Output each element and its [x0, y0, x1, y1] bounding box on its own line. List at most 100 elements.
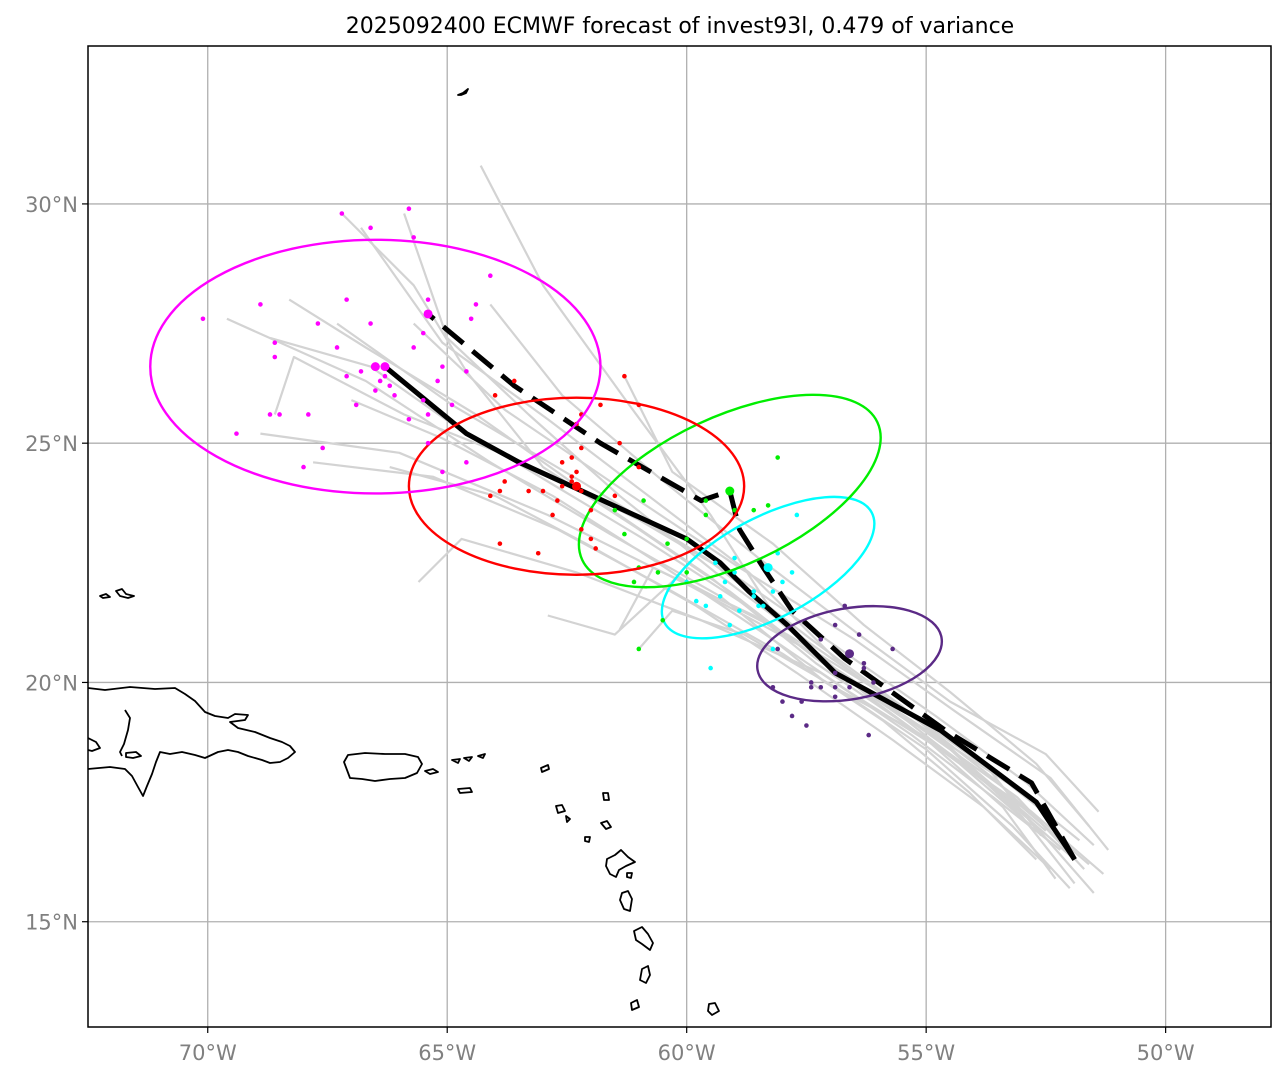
member-point-t1-1 [832, 622, 838, 628]
uncertainty-ellipse-t5 [149, 238, 602, 495]
member-point-t4-9 [569, 479, 575, 484]
member-point-t5-40 [382, 373, 388, 379]
member-point-t4-25 [636, 464, 642, 470]
coastline-virgin-islands [451, 753, 486, 794]
member-point-t3-8 [665, 541, 670, 546]
member-point-t3-15 [612, 507, 618, 513]
member-point-t1-14 [871, 680, 876, 685]
member-point-t1-16 [775, 646, 780, 652]
member-point-t2-19 [751, 589, 757, 594]
member-point-t5-17 [272, 354, 278, 360]
member-point-t1-13 [780, 699, 785, 704]
uncertainty-ellipse-t2 [660, 495, 876, 640]
circle-group-t2 [660, 495, 876, 671]
member-point-t2-7 [737, 608, 742, 613]
member-point-t5-13 [315, 321, 321, 326]
member-point-t3-5 [703, 498, 709, 503]
member-point-t3-2 [732, 507, 737, 513]
member-track-4 [336, 322, 1047, 832]
member-point-t5-6 [473, 302, 479, 307]
member-point-t5-23 [387, 383, 393, 389]
member-point-t5-34 [234, 431, 239, 436]
member-point-t1-6 [808, 680, 814, 685]
member-point-t5-14 [272, 340, 278, 345]
member-point-t5-16 [334, 345, 340, 350]
member-point-t5-24 [435, 378, 440, 384]
uncertainty-ellipse-t3 [577, 393, 882, 589]
member-point-t2-4 [770, 589, 776, 594]
member-point-t1-7 [847, 684, 852, 690]
member-point-t4-30 [492, 393, 498, 398]
x-tick-label-4: 50°W [1137, 1041, 1195, 1065]
member-point-t5-2 [368, 225, 373, 231]
y-tick-label-0: 30°N [25, 193, 78, 217]
map-area [88, 88, 1110, 1016]
member-point-t2-5 [751, 594, 757, 599]
member-point-t4-23 [488, 493, 493, 499]
y-tick-label-1: 25°N [25, 432, 78, 456]
member-point-t4-20 [535, 550, 541, 556]
member-track-0 [226, 317, 1090, 866]
member-point-t3-6 [684, 536, 689, 542]
member-point-t5-26 [353, 402, 359, 408]
uncertainty-ellipse-t4 [407, 396, 746, 576]
coastline-puerto-rico [343, 752, 439, 782]
member-point-t4-6 [569, 455, 575, 460]
member-point-t1-8 [832, 684, 838, 690]
member-point-t5-4 [488, 273, 493, 278]
member-point-t5-1 [406, 206, 412, 212]
member-point-t5-22 [377, 378, 383, 384]
uncertainty-circles [149, 206, 944, 738]
member-track-7 [489, 303, 1100, 813]
coastline-jamaica-cays [99, 588, 135, 599]
member-point-t5-31 [425, 412, 431, 417]
member-point-t2-1 [789, 570, 795, 575]
member-point-t3-9 [641, 498, 646, 503]
member-point-t1-17 [789, 713, 795, 719]
member-track-2 [288, 298, 1057, 880]
plot-frame [87, 45, 1272, 1028]
x-tick-label-2: 60°W [658, 1041, 716, 1065]
member-point-t2-15 [732, 570, 737, 575]
circle-center-t2 [763, 563, 773, 573]
member-point-t3-0 [775, 455, 780, 460]
member-point-t5-10 [468, 316, 474, 322]
member-point-t5-18 [464, 369, 469, 374]
member-point-t4-21 [497, 541, 503, 546]
member-point-t5-5 [425, 297, 431, 302]
member-point-t3-12 [655, 570, 661, 575]
member-point-t4-26 [617, 440, 622, 446]
coastline-bermuda [457, 88, 469, 96]
member-point-t3-11 [631, 579, 637, 585]
member-point-t3-3 [703, 512, 709, 518]
member-point-t1-5 [832, 670, 838, 676]
member-point-t4-15 [497, 488, 503, 494]
member-point-t3-4 [751, 507, 757, 513]
member-point-t2-10 [703, 603, 709, 609]
member-point-t4-12 [555, 498, 560, 503]
member-point-t5-20 [344, 373, 349, 379]
member-point-t2-6 [717, 594, 723, 599]
coastline-lesser-antilles [540, 764, 720, 1016]
member-point-t2-9 [780, 579, 785, 585]
member-point-t4-13 [540, 488, 546, 494]
member-track-18 [389, 466, 1052, 870]
member-point-t2-2 [756, 603, 761, 609]
member-track-11 [637, 609, 1071, 889]
member-point-t5-7 [344, 297, 349, 302]
member-point-t1-3 [818, 637, 824, 642]
member-point-t3-7 [684, 570, 689, 575]
member-point-t2-12 [708, 665, 713, 671]
member-point-t4-11 [579, 488, 584, 494]
circle-center-t5 [370, 362, 380, 372]
member-track-17 [623, 375, 1090, 827]
member-point-t5-38 [440, 469, 445, 475]
member-point-t5-30 [406, 416, 412, 422]
deterministic-track-end-marker [423, 309, 433, 319]
member-point-t5-41 [420, 397, 426, 403]
member-point-t4-8 [574, 469, 579, 475]
member-point-t2-8 [761, 603, 766, 609]
member-point-t5-36 [320, 445, 325, 451]
member-point-t2-0 [794, 512, 800, 518]
mean-track-end-marker [380, 362, 390, 372]
